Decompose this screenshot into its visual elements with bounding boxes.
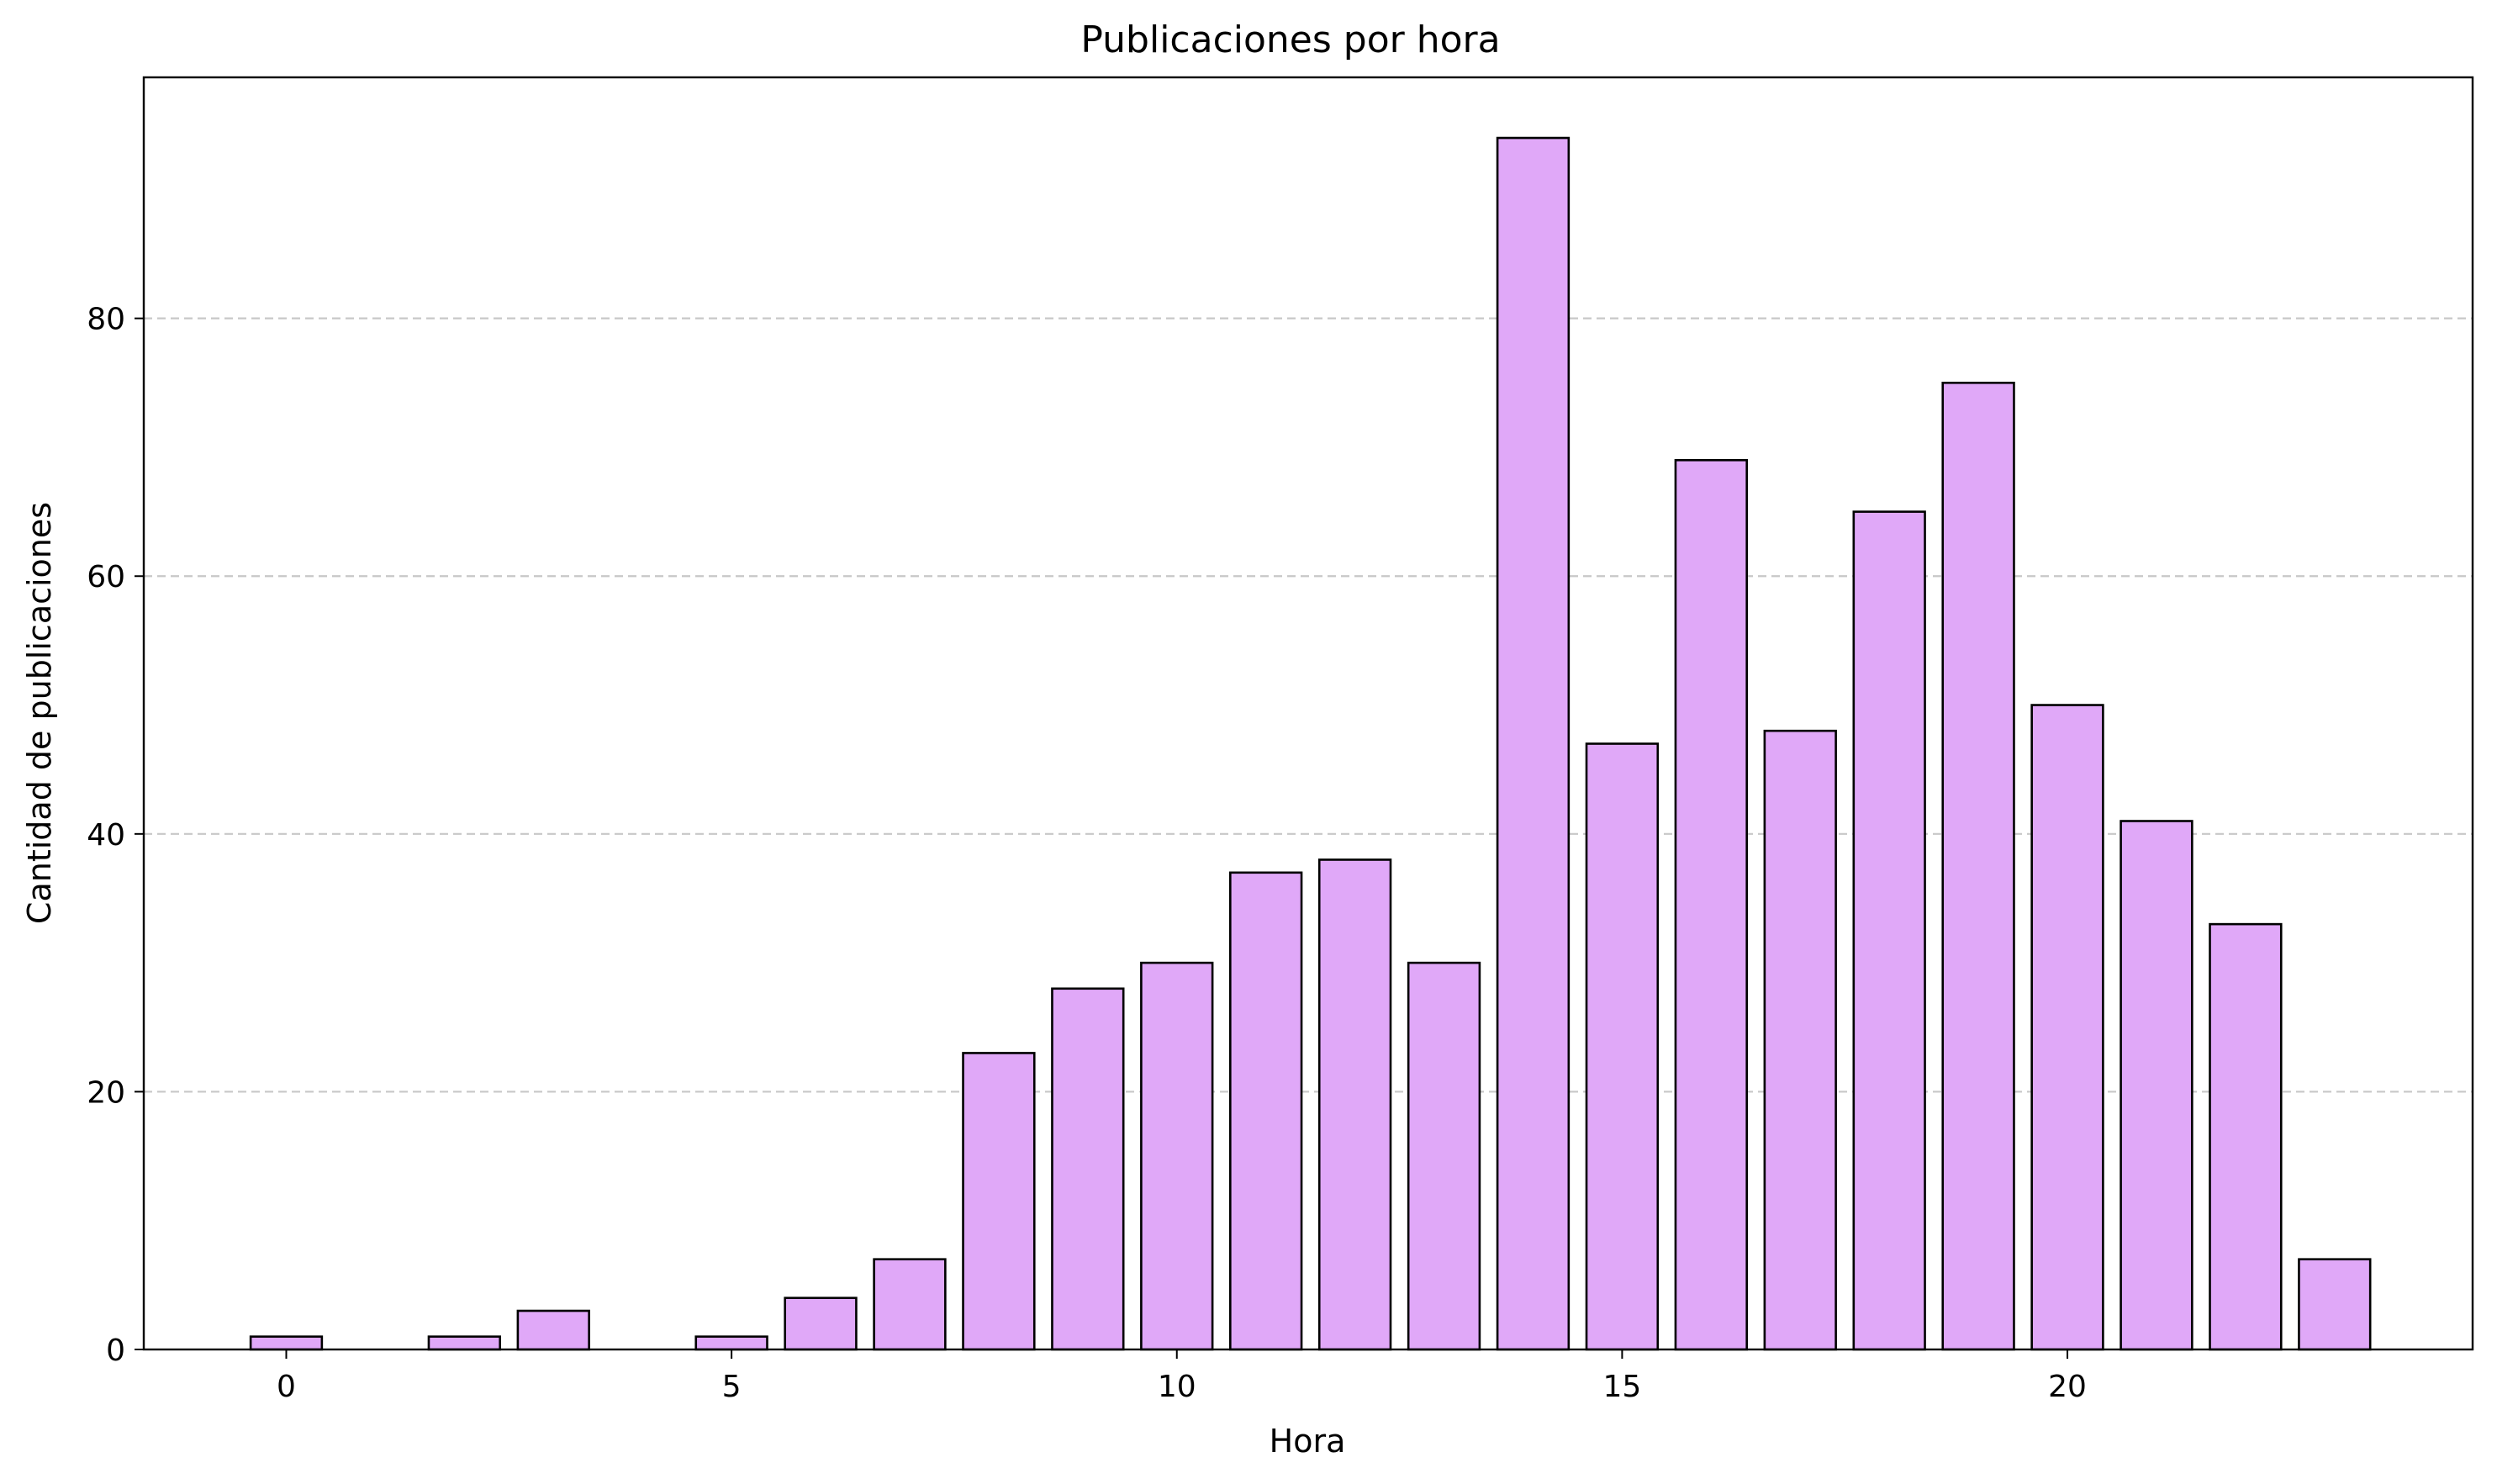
y-tick-label: 80 <box>87 303 125 337</box>
x-tick-label: 5 <box>722 1370 742 1404</box>
bars-group <box>249 136 2372 1351</box>
bar-hour-3 <box>516 1309 590 1351</box>
x-tick-label: 15 <box>1602 1370 1641 1404</box>
x-tick-label: 10 <box>1158 1370 1196 1404</box>
bar-hour-2 <box>427 1335 502 1351</box>
y-tick-label: 40 <box>87 818 125 853</box>
bar-hour-7 <box>873 1258 947 1351</box>
bar-hour-16 <box>1674 458 1748 1351</box>
bar-hour-6 <box>784 1297 858 1351</box>
y-tick-label: 20 <box>87 1075 125 1110</box>
bar-hour-14 <box>1496 136 1571 1351</box>
y-axis-label: Cantidad de publicaciones <box>21 502 58 924</box>
y-tick-label: 0 <box>106 1333 125 1368</box>
x-tick-label: 20 <box>2048 1370 2087 1404</box>
bar-hour-11 <box>1229 871 1303 1351</box>
bar-hour-13 <box>1407 961 1481 1351</box>
bar-hour-10 <box>1140 961 1214 1351</box>
y-axis-ticks: 0 20 40 60 80 <box>87 303 144 1368</box>
bar-hour-20 <box>2030 704 2104 1351</box>
bar-hour-21 <box>2120 820 2193 1351</box>
x-axis-ticks: 0 5 10 15 20 <box>277 1349 2087 1404</box>
y-tick-label: 60 <box>87 560 125 594</box>
plot-frame <box>142 76 2474 1351</box>
bar-hour-23 <box>2298 1258 2372 1351</box>
bar-hour-18 <box>1852 510 1926 1351</box>
bar-hour-12 <box>1317 858 1392 1351</box>
chart-title: Publicaciones por hora <box>1080 18 1500 61</box>
x-tick-label: 0 <box>277 1370 296 1404</box>
x-axis-label: Hora <box>1270 1423 1346 1460</box>
bar-hour-5 <box>694 1335 768 1351</box>
bar-hour-9 <box>1051 987 1125 1351</box>
bar-hour-15 <box>1585 742 1660 1351</box>
bar-hour-0 <box>249 1335 324 1351</box>
bar-hour-19 <box>1941 382 2015 1351</box>
bar-hour-8 <box>962 1052 1036 1351</box>
bar-hour-17 <box>1763 729 1837 1351</box>
bar-hour-22 <box>2209 922 2283 1351</box>
